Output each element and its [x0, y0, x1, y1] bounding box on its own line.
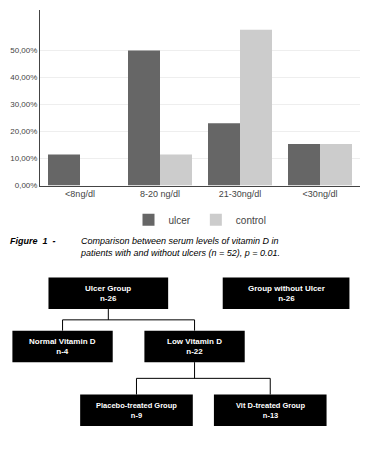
svg-text:40,00%: 40,00%	[10, 73, 37, 82]
svg-text:Figure 1 -: Figure 1 -	[10, 236, 56, 246]
svg-text:Group without Ulcern-26: Group without Ulcern-26	[248, 284, 325, 303]
svg-text:10,00%: 10,00%	[10, 154, 37, 163]
svg-text:control: control	[236, 215, 266, 226]
svg-text:Vit D-treated Groupn-13: Vit D-treated Groupn-13	[236, 401, 305, 420]
svg-text:Low Vitamin Dn-22: Low Vitamin Dn-22	[167, 337, 222, 356]
svg-text:8-20 ng/dl: 8-20 ng/dl	[140, 189, 180, 199]
svg-text:Comparison between serum level: Comparison between serum levels of vitam…	[80, 236, 280, 258]
svg-text:Placebo-treated Groupn-9: Placebo-treated Groupn-9	[96, 401, 177, 420]
svg-text:20,00%: 20,00%	[10, 127, 37, 136]
svg-text:0,00%: 0,00%	[15, 181, 38, 190]
svg-text:30,00%: 30,00%	[10, 100, 37, 109]
svg-text:21-30ng/dl: 21-30ng/dl	[219, 189, 262, 199]
svg-text:50,00%: 50,00%	[10, 46, 37, 55]
svg-text:Normal Vitamin Dn-4: Normal Vitamin Dn-4	[29, 337, 96, 356]
svg-text:<8ng/dl: <8ng/dl	[65, 189, 95, 199]
svg-text:ulcer: ulcer	[169, 215, 191, 226]
svg-text:<30ng/dl: <30ng/dl	[303, 189, 338, 199]
svg-text:Ulcer Groupn-26: Ulcer Groupn-26	[85, 284, 131, 303]
